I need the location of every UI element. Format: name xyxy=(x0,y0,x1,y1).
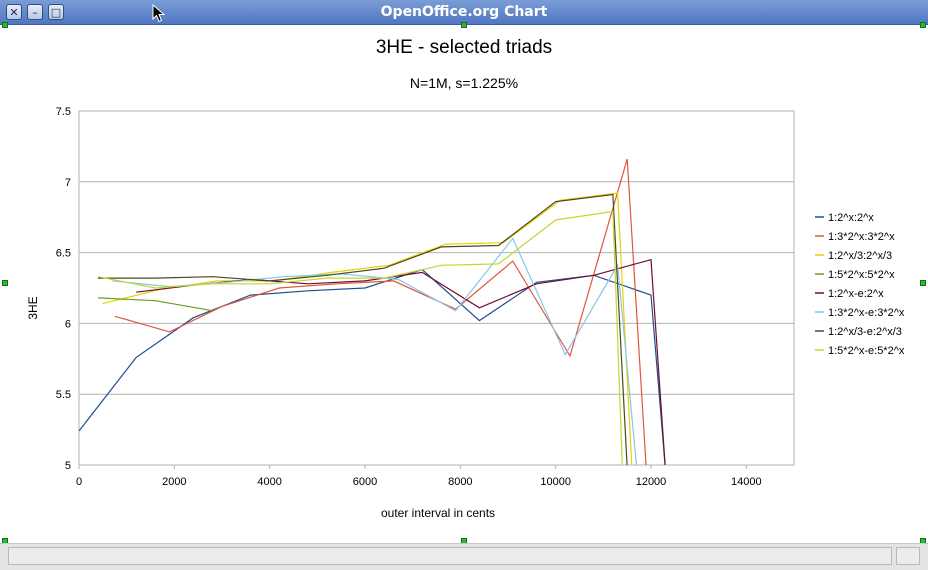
plot-frame xyxy=(78,110,795,466)
resize-handle-top-right[interactable] xyxy=(920,22,926,28)
series-line-8 xyxy=(97,210,623,465)
legend-label: 1:2^x/3-e:2^x/3 xyxy=(828,326,902,338)
x-tick-label: 6000 xyxy=(353,476,377,488)
resize-handle-top-left[interactable] xyxy=(2,22,8,28)
y-tick-label: 7.5 xyxy=(56,106,71,118)
y-tick-label: 5 xyxy=(65,460,71,472)
status-field-small xyxy=(896,547,920,565)
chart-area: 3HE - selected triads N=1M, s=1.225% 5 5.… xyxy=(0,25,928,543)
resize-handle-top[interactable] xyxy=(461,22,467,28)
maximize-icon[interactable]: □ xyxy=(48,4,64,20)
legend-label: 1:5*2^x:5*2^x xyxy=(828,269,895,281)
series-line-1 xyxy=(79,268,666,465)
status-field xyxy=(8,547,892,565)
series-line-4 xyxy=(98,297,213,312)
resize-handle-right[interactable] xyxy=(920,280,926,286)
y-tick-label: 5.5 xyxy=(56,389,71,401)
series-line-3 xyxy=(102,192,633,465)
minimize-icon[interactable]: – xyxy=(27,4,43,20)
x-tick-label: 2000 xyxy=(162,476,186,488)
series-line-6 xyxy=(112,237,638,465)
close-icon[interactable]: ✕ xyxy=(6,4,22,20)
x-tick-label: 0 xyxy=(76,476,82,488)
x-tick-label: 8000 xyxy=(448,476,472,488)
y-tick-label: 7 xyxy=(65,177,71,189)
series-line-7 xyxy=(98,193,628,465)
series-line-2 xyxy=(114,158,647,465)
chart-svg: 3HE - selected triads N=1M, s=1.225% 5 5.… xyxy=(26,37,905,520)
window-titlebar: ✕ – □ OpenOffice.org Chart xyxy=(0,0,928,25)
legend-label: 1:2^x:2^x xyxy=(828,212,874,224)
y-axis-label: 3HE xyxy=(26,296,40,319)
x-tick-label: 4000 xyxy=(257,476,281,488)
chart-legend: 1:2^x:2^x 1:3*2^x:3*2^x 1:2^x/3:2^x/3 1:5*2… xyxy=(815,212,905,357)
legend-label: 1:3*2^x:3*2^x xyxy=(828,231,895,243)
chart-title: 3HE - selected triads xyxy=(376,37,552,58)
window-title: OpenOffice.org Chart xyxy=(380,4,548,20)
y-tick-label: 6.5 xyxy=(56,248,71,260)
status-bar xyxy=(0,543,928,570)
chart-subtitle: N=1M, s=1.225% xyxy=(410,75,518,91)
legend-label: 1:2^x-e:2^x xyxy=(828,288,884,300)
series-line-5 xyxy=(136,258,666,465)
resize-handle-left[interactable] xyxy=(2,280,8,286)
plot-area: 5 5.5 6 6.5 7 7.5 0 2000 4000 6000 8000 10000 12000 1… xyxy=(56,106,795,488)
x-axis-label: outer interval in cents xyxy=(381,506,495,520)
legend-label: 1:2^x/3:2^x/3 xyxy=(828,250,892,262)
x-tick-label: 10000 xyxy=(540,476,571,488)
x-tick-label: 14000 xyxy=(731,476,762,488)
legend-label: 1:3*2^x-e:3*2^x xyxy=(828,307,905,319)
legend-label: 1:5*2^x-e:5*2^x xyxy=(828,345,905,357)
y-tick-label: 6 xyxy=(65,318,71,330)
x-tick-label: 12000 xyxy=(636,476,667,488)
mouse-cursor-icon xyxy=(152,4,166,23)
